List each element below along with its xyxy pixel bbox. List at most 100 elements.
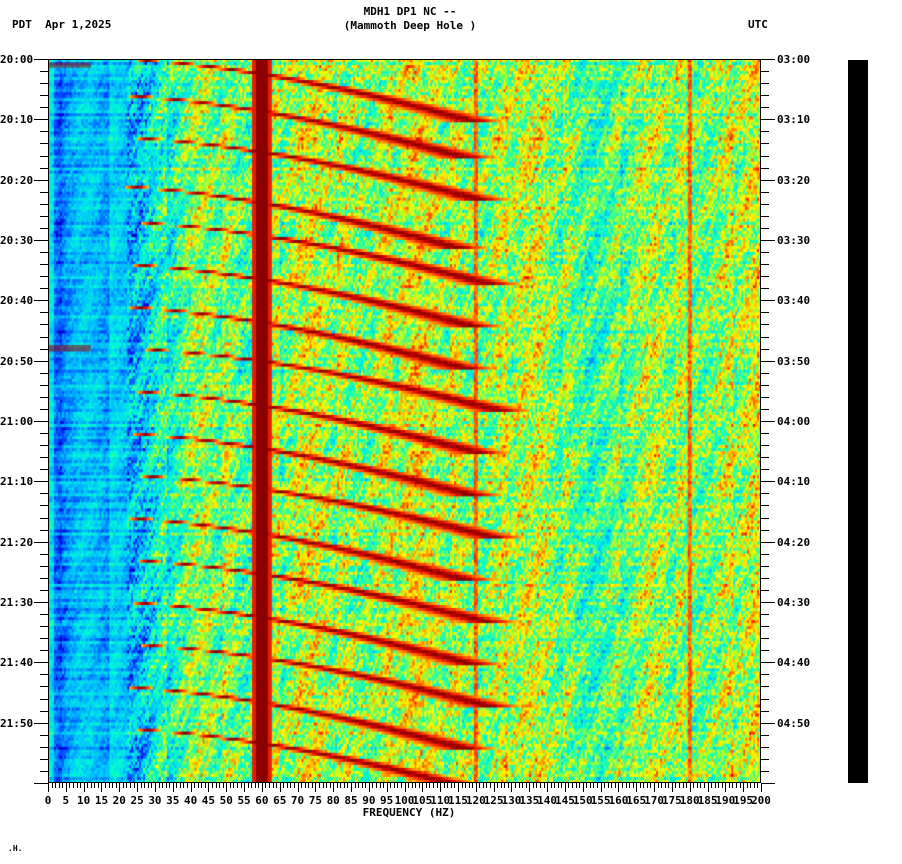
y-tick-minor-left — [40, 168, 48, 169]
x-tick-major — [529, 783, 530, 792]
x-tick-minor — [77, 783, 78, 788]
page-header: PDT Apr 1,2025 MDH1 DP1 NC -- (Mammoth D… — [0, 0, 902, 50]
y-tick-minor-right — [761, 337, 769, 338]
y-tick-major-right — [761, 119, 775, 120]
x-tick-minor — [265, 783, 266, 788]
y-tick-minor-left — [40, 699, 48, 700]
x-tick-minor — [201, 783, 202, 788]
y-tick-label-utc: 04:00 — [777, 415, 811, 428]
x-tick-major — [654, 783, 655, 792]
y-tick-minor-left — [40, 735, 48, 736]
x-tick-major — [565, 783, 566, 792]
y-tick-minor-right — [761, 433, 769, 434]
x-tick-minor — [747, 783, 748, 788]
spectrogram-canvas — [48, 59, 761, 783]
y-tick-minor-right — [761, 518, 769, 519]
y-tick-major-left — [34, 481, 48, 482]
y-tick-minor-left — [40, 445, 48, 446]
x-tick-minor — [451, 783, 452, 788]
x-tick-minor — [326, 783, 327, 788]
x-tick-minor — [305, 783, 306, 788]
y-tick-label-pdt: 20:20 — [0, 173, 34, 187]
y-tick-minor-right — [761, 747, 769, 748]
x-tick-minor — [604, 783, 605, 788]
x-tick-minor — [194, 783, 195, 788]
x-tick-minor — [216, 783, 217, 788]
x-tick-minor — [586, 783, 587, 788]
x-tick-major — [725, 783, 726, 792]
y-tick-minor-left — [40, 385, 48, 386]
y-tick-minor-left — [40, 228, 48, 229]
x-tick-minor — [98, 783, 99, 788]
x-tick-minor — [608, 783, 609, 788]
x-tick-minor — [497, 783, 498, 788]
x-tick-minor — [55, 783, 56, 788]
y-tick-minor-left — [40, 686, 48, 687]
y-tick-major-right — [761, 361, 775, 362]
y-tick-minor-left — [40, 264, 48, 265]
y-tick-minor-right — [761, 324, 769, 325]
y-tick-major-left — [34, 59, 48, 60]
x-tick-minor — [479, 783, 480, 788]
x-tick-major — [743, 783, 744, 792]
y-tick-minor-right — [761, 216, 769, 217]
y-tick-minor-right — [761, 674, 769, 675]
x-tick-minor — [508, 783, 509, 788]
x-tick-minor — [544, 783, 545, 788]
x-tick-minor — [73, 783, 74, 788]
x-tick-minor — [176, 783, 177, 788]
x-tick-major — [422, 783, 423, 792]
x-tick-minor — [87, 783, 88, 788]
x-tick-minor — [486, 783, 487, 788]
y-tick-minor-right — [761, 771, 769, 772]
x-tick-major — [690, 783, 691, 792]
y-tick-minor-right — [761, 590, 769, 591]
x-tick-minor — [693, 783, 694, 788]
x-tick-minor — [469, 783, 470, 788]
x-tick-major — [458, 783, 459, 792]
x-tick-minor — [697, 783, 698, 788]
x-tick-minor — [276, 783, 277, 788]
x-tick-major — [761, 783, 762, 792]
x-tick-minor — [340, 783, 341, 788]
x-tick-major — [101, 783, 102, 792]
x-tick-minor — [433, 783, 434, 788]
x-tick-minor — [198, 783, 199, 788]
y-tick-major-right — [761, 542, 775, 543]
x-tick-minor — [462, 783, 463, 788]
x-tick-minor — [675, 783, 676, 788]
y-tick-major-left — [34, 783, 48, 784]
y-tick-major-right — [761, 783, 775, 784]
x-tick-minor — [732, 783, 733, 788]
y-tick-minor-left — [40, 759, 48, 760]
y-tick-minor-right — [761, 614, 769, 615]
x-tick-minor — [629, 783, 630, 788]
x-tick-minor — [52, 783, 53, 788]
y-tick-minor-left — [40, 107, 48, 108]
x-tick-minor — [94, 783, 95, 788]
y-tick-minor-left — [40, 747, 48, 748]
x-tick-minor — [269, 783, 270, 788]
x-tick-minor — [308, 783, 309, 788]
x-tick-minor — [126, 783, 127, 788]
y-tick-minor-left — [40, 711, 48, 712]
x-tick-minor — [554, 783, 555, 788]
y-tick-minor-left — [40, 192, 48, 193]
y-tick-label-utc: 03:30 — [777, 234, 811, 247]
y-tick-minor-right — [761, 397, 769, 398]
timezone-right: UTC — [748, 18, 768, 31]
x-tick-minor — [668, 783, 669, 788]
y-tick-label-utc: 04:20 — [777, 535, 811, 549]
x-tick-minor — [658, 783, 659, 788]
x-tick-minor — [187, 783, 188, 788]
y-tick-minor-right — [761, 638, 769, 639]
x-tick-minor — [62, 783, 63, 788]
x-tick-minor — [233, 783, 234, 788]
x-tick-minor — [561, 783, 562, 788]
y-tick-minor-right — [761, 204, 769, 205]
y-tick-minor-right — [761, 566, 769, 567]
x-tick-minor — [380, 783, 381, 788]
x-tick-minor — [526, 783, 527, 788]
y-tick-major-left — [34, 723, 48, 724]
y-tick-minor-left — [40, 131, 48, 132]
